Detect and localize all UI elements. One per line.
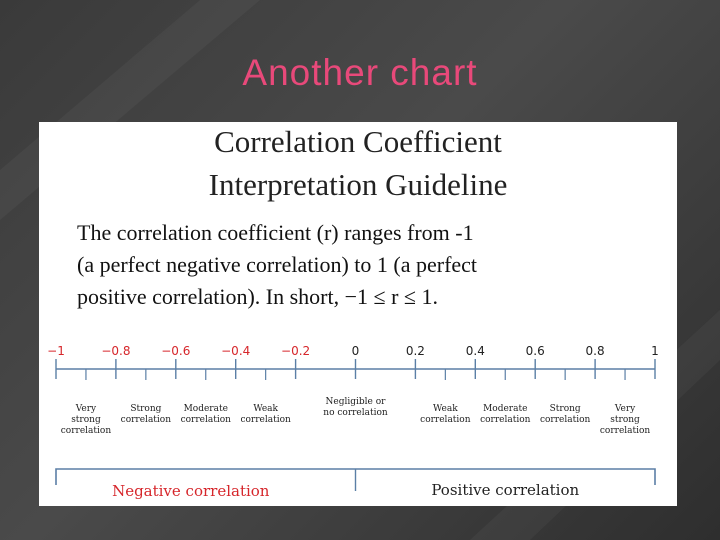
scale-tick-label: 0.2 — [406, 344, 425, 358]
category-label: Moderate correlation — [181, 404, 232, 425]
scale-tick-label: −0.6 — [161, 344, 190, 358]
guideline-heading-line-2: Interpretation Guideline — [208, 167, 508, 202]
scale-tick-label: −0.4 — [221, 344, 250, 358]
scale-tick-label: −0.8 — [101, 344, 130, 358]
content-panel: Correlation Coefficient Interpretation G… — [39, 122, 677, 506]
category-label: Very strong correlation — [600, 404, 651, 436]
category-label: Negligible or no correlation — [323, 397, 388, 418]
correlation-scale: −1 −0.8 −0.6 −0.4 −0.2 0 0.2 0.4 0.6 0.8 1 Very stro… — [47, 344, 659, 500]
scale-tick-label: −1 — [47, 344, 65, 358]
category-label: Strong correlation — [121, 404, 172, 425]
category-label: Very strong correlation — [61, 404, 112, 436]
slide-title: Another chart — [242, 52, 478, 93]
positive-correlation-label: Positive correlation — [431, 481, 579, 499]
category-label: Strong correlation — [540, 404, 591, 425]
category-label: Weak correlation — [420, 404, 471, 425]
guideline-heading-line-1: Correlation Coefficient — [214, 124, 502, 159]
scale-tick-label: 0.8 — [586, 344, 605, 358]
negative-correlation-label: Negative correlation — [112, 482, 270, 500]
scale-tick-label: 0.4 — [466, 344, 485, 358]
category-label: Moderate correlation — [480, 404, 531, 425]
scale-tick-label: 1 — [651, 344, 659, 358]
description-line-3: positive correlation). In short, −1 ≤ r … — [77, 284, 438, 309]
scale-tick-label: 0.6 — [526, 344, 545, 358]
description-line-1: The correlation coefficient (r) ranges f… — [77, 220, 474, 245]
category-label: Weak correlation — [240, 404, 291, 425]
scale-tick-label: 0 — [352, 344, 360, 358]
scale-tick-label: −0.2 — [281, 344, 310, 358]
description-line-2: (a perfect negative correlation) to 1 (a… — [77, 252, 478, 277]
